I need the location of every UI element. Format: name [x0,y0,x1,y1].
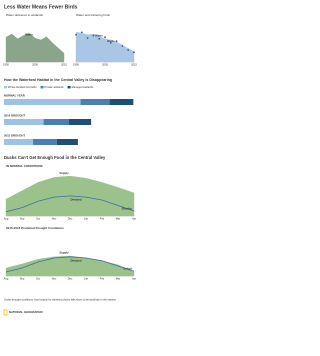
bird-dot [104,36,106,39]
x-tick-label: Aug [4,277,9,281]
x-tick-label: Apr [132,217,136,221]
category-label: 2015 DROUGHT [4,134,25,138]
legend-label: Private wetlands [45,85,65,89]
x-tick-label: Aug [4,217,9,221]
series-label: Supply [59,171,69,175]
x-tick-label: Nov [52,217,57,221]
series-label: Demand [70,198,81,202]
bird-dot [127,49,130,51]
category-label: 2014 DROUGHT [4,114,25,118]
bar-segment [4,119,44,125]
x-tick-label: Dec [68,277,73,281]
bird-dot [133,51,135,54]
bird-dot [86,37,89,39]
x-tick-label: Mar [116,277,121,281]
bar-segment [68,119,92,125]
bar-segment [4,99,81,105]
x-tick-label: Oct [36,217,40,221]
series-line [5,195,135,213]
bird-dot [98,37,101,40]
series-label: Water [25,33,34,37]
category-label: NORMAL YEAR [4,94,25,98]
bird-dot [75,33,77,36]
x-tick-label: Mar [116,217,121,221]
x-tick-label: Feb [100,217,105,221]
chart-subtitle: IN NORMAL CONDITIONS [6,164,43,168]
chart-title: Water delivered to wetlands [6,13,43,17]
page-title: Less Water Means Fewer Birds [4,4,78,10]
bird-dot [92,34,95,37]
x-tick-label: 2015 [131,63,137,67]
x-tick-label: Feb [100,277,105,281]
chart-title: Ducks Can't Get Enough Food in the Centr… [4,155,106,160]
bar-segment [80,99,110,105]
x-tick-label: 1995 [3,63,9,67]
series-area [75,31,135,63]
x-tick-label: Dec [68,217,73,221]
footer-note: Under drought conditions, food supply fo… [4,298,117,302]
annotation: Surplus [122,207,133,211]
x-tick-label: Apr [132,277,136,281]
credit: NATIONAL GEOGRAPHIC [9,310,43,314]
series-area [5,32,65,63]
bar-segment [4,139,34,145]
legend-swatch [67,86,71,89]
chart-title: How the Waterfowl Habitat in the Central… [4,78,112,82]
legend-swatch [4,86,7,89]
logo-frame [3,309,8,316]
x-tick-label: Jan [84,277,89,281]
bird-dot [121,45,124,47]
bar-segment [109,99,134,105]
bird-dot [80,31,83,34]
series-label: Supply [59,251,69,255]
bar-segment [56,139,78,145]
series-label: Demand [70,259,81,263]
x-tick-label: Nov [52,277,57,281]
series-label: Water [95,34,104,38]
series-label: Birds [107,39,115,43]
infographic: Less Water Means Fewer Birds Under droug… [3,4,137,316]
x-tick-label: 2005 [32,63,38,67]
x-tick-label: 2005 [102,63,108,67]
chart-subtitle: 2015-2016 Predicted Drought Conditions [6,226,64,230]
bar-segment [43,119,69,125]
series-line [5,256,135,273]
bar-segment [33,139,57,145]
x-tick-label: 2015 [61,63,67,67]
legend-label: Winter-flooded rice fields [8,85,37,89]
bird-dot [115,40,118,43]
annotation: Deficit [123,267,132,271]
x-tick-label: Jan [84,217,89,221]
legend-swatch [40,86,44,89]
x-tick-label: 1995 [73,63,79,67]
legend-label: Managed wetlands [72,85,94,89]
x-tick-label: Oct [36,277,40,281]
x-tick-label: Sep [20,217,25,221]
x-tick-label: Sep [20,277,25,281]
chart-title: Water and wintering birds [76,13,110,17]
bird-dot [109,41,112,44]
